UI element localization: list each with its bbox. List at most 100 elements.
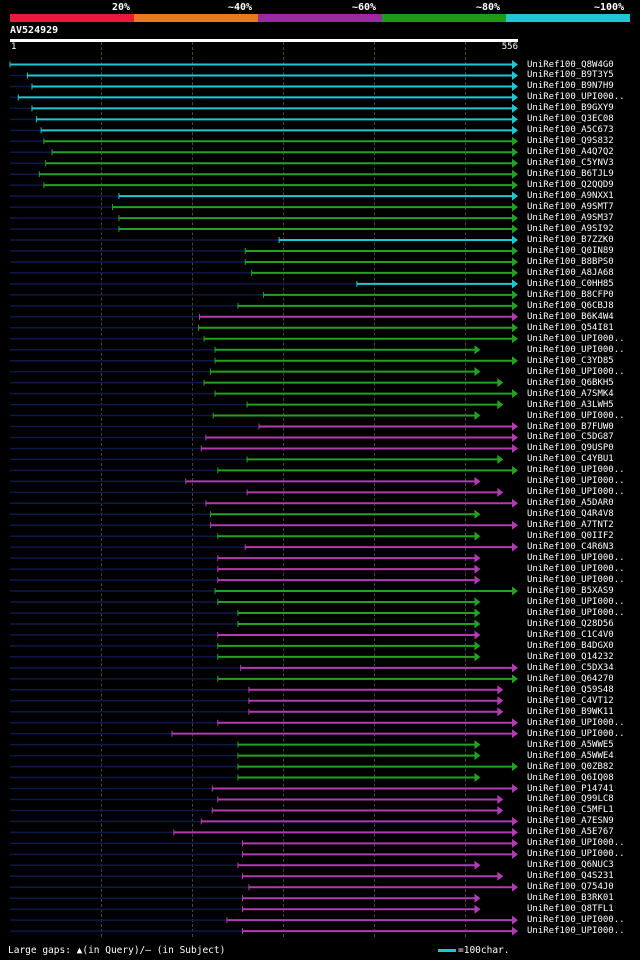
scale-segment: [258, 14, 382, 22]
hit-label[interactable]: UniRef100_A8JA68: [527, 267, 614, 278]
hit-label[interactable]: UniRef100_UPI000..: [527, 92, 625, 103]
hit-label[interactable]: UniRef100_UPI000..: [527, 575, 625, 586]
hit-arrow: [512, 838, 518, 848]
hit-arrow: [512, 224, 518, 234]
hit-label[interactable]: UniRef100_A7TNT2: [527, 520, 614, 531]
hit-label[interactable]: UniRef100_C4R6N3: [527, 542, 614, 553]
hit-label[interactable]: UniRef100_P14741: [527, 783, 614, 794]
hit-arrow: [474, 608, 481, 618]
hit-label[interactable]: UniRef100_Q28D56: [527, 618, 614, 629]
hit-label[interactable]: UniRef100_Q4R4V8: [527, 509, 614, 520]
hit-label[interactable]: UniRef100_A9SM37: [527, 213, 614, 224]
hit-label[interactable]: UniRef100_Q6CBJ8: [527, 300, 614, 311]
hit-label[interactable]: UniRef100_UPI000..: [527, 333, 625, 344]
hit-arrow: [474, 904, 481, 914]
hit-arrow: [512, 279, 518, 289]
hit-arrow: [497, 487, 504, 497]
hit-label[interactable]: UniRef100_UPI000..: [527, 717, 625, 728]
hit-label[interactable]: UniRef100_UPI000..: [527, 465, 625, 476]
hit-label[interactable]: UniRef100_B9GXY9: [527, 103, 614, 114]
hit-label[interactable]: UniRef100_B3RK01: [527, 893, 614, 904]
hit-label[interactable]: UniRef100_A5DAR0: [527, 498, 614, 509]
hit-label[interactable]: UniRef100_A5WWE4: [527, 750, 614, 761]
hit-label[interactable]: UniRef100_A9SI92: [527, 224, 614, 235]
hit-label[interactable]: UniRef100_Q6IQ08: [527, 772, 614, 783]
hit-label[interactable]: UniRef100_UPI000..: [527, 410, 625, 421]
hit-label[interactable]: UniRef100_Q54I81: [527, 322, 614, 333]
hit-label[interactable]: UniRef100_C5YNV3: [527, 158, 614, 169]
hit-label[interactable]: UniRef100_B4DGX0: [527, 640, 614, 651]
hit-label[interactable]: UniRef100_Q754J0: [527, 882, 614, 893]
hit-label[interactable]: UniRef100_B6K4W4: [527, 311, 614, 322]
hit-label[interactable]: UniRef100_Q8W4G0: [527, 59, 614, 70]
hit-label[interactable]: UniRef100_C5MFL1: [527, 805, 614, 816]
hit-arrow: [474, 619, 481, 629]
hit-label[interactable]: UniRef100_UPI000..: [527, 553, 625, 564]
hit-arrow: [474, 630, 481, 640]
hit-arrow: [512, 191, 518, 201]
hit-label[interactable]: UniRef100_Q9USP0: [527, 443, 614, 454]
hit-label[interactable]: UniRef100_A5E767: [527, 827, 614, 838]
hit-label[interactable]: UniRef100_Q99LC8: [527, 794, 614, 805]
hit-label[interactable]: UniRef100_UPI000..: [527, 597, 625, 608]
hit-label[interactable]: UniRef100_Q0IN89: [527, 245, 614, 256]
identity-scale-bar: [10, 14, 630, 22]
hit-label[interactable]: UniRef100_UPI000..: [527, 344, 625, 355]
hit-label[interactable]: UniRef100_B8CFP0: [527, 289, 614, 300]
hit-arrow: [512, 827, 518, 837]
hit-label[interactable]: UniRef100_B9WK11: [527, 706, 614, 717]
hit-label[interactable]: UniRef100_UPI000..: [527, 564, 625, 575]
hit-label[interactable]: UniRef100_UPI000..: [527, 366, 625, 377]
hit-label[interactable]: UniRef100_Q14232: [527, 651, 614, 662]
hit-label[interactable]: UniRef100_A7ESN9: [527, 816, 614, 827]
hit-label[interactable]: UniRef100_A7SMK4: [527, 388, 614, 399]
hit-label[interactable]: UniRef100_Q2QQD9: [527, 180, 614, 191]
hit-label[interactable]: UniRef100_B7FUW0: [527, 421, 614, 432]
hit-label[interactable]: UniRef100_C5DG87: [527, 432, 614, 443]
hit-label[interactable]: UniRef100_A3LWH5: [527, 399, 614, 410]
hit-label[interactable]: UniRef100_Q6BKH5: [527, 377, 614, 388]
hit-label[interactable]: UniRef100_Q8TFL1: [527, 904, 614, 915]
hit-label[interactable]: UniRef100_UPI000..: [527, 476, 625, 487]
hit-label[interactable]: UniRef100_UPI000..: [527, 838, 625, 849]
hit-label[interactable]: UniRef100_Q0IIF2: [527, 531, 614, 542]
hit-label[interactable]: UniRef100_Q64270: [527, 673, 614, 684]
hit-label[interactable]: UniRef100_Q9S832: [527, 136, 614, 147]
hit-label[interactable]: UniRef100_B5XAS9: [527, 586, 614, 597]
hit-label[interactable]: UniRef100_C5DX34: [527, 662, 614, 673]
hit-arrow: [474, 773, 481, 783]
hit-label[interactable]: UniRef100_Q6NUC3: [527, 860, 614, 871]
hit-arrow: [474, 641, 481, 651]
hit-arrow: [512, 816, 518, 826]
hit-label[interactable]: UniRef100_C3YD85: [527, 355, 614, 366]
hit-label[interactable]: UniRef100_B9N7H9: [527, 81, 614, 92]
hit-label[interactable]: UniRef100_B9T3Y5: [527, 70, 614, 81]
hit-label[interactable]: UniRef100_C4VT12: [527, 695, 614, 706]
hit-label[interactable]: UniRef100_B8BPS0: [527, 256, 614, 267]
hit-label[interactable]: UniRef100_A9SMT7: [527, 202, 614, 213]
hit-arrow: [512, 356, 518, 366]
hit-label[interactable]: UniRef100_B6TJL9: [527, 169, 614, 180]
scale-label: ~60%: [352, 2, 377, 13]
hit-label[interactable]: UniRef100_A4Q7Q2: [527, 147, 614, 158]
hit-label[interactable]: UniRef100_C0HH85: [527, 278, 614, 289]
hit-label[interactable]: UniRef100_A5C673: [527, 125, 614, 136]
hit-arrow: [512, 389, 518, 399]
hit-arrow: [474, 553, 481, 563]
hit-label[interactable]: UniRef100_B7ZZK0: [527, 235, 614, 246]
hit-label[interactable]: UniRef100_A9NXX1: [527, 191, 614, 202]
hit-label[interactable]: UniRef100_Q3EC08: [527, 114, 614, 125]
hit-label[interactable]: UniRef100_UPI000..: [527, 926, 625, 937]
hit-label[interactable]: UniRef100_UPI000..: [527, 608, 625, 618]
hit-label[interactable]: UniRef100_UPI000..: [527, 849, 625, 860]
hit-label[interactable]: UniRef100_Q4S231: [527, 871, 614, 882]
hit-label[interactable]: UniRef100_Q0ZB82: [527, 761, 614, 772]
hit-label[interactable]: UniRef100_UPI000..: [527, 915, 625, 926]
hit-label[interactable]: UniRef100_Q59S48: [527, 684, 614, 695]
hit-arrow: [497, 871, 504, 881]
hit-label[interactable]: UniRef100_UPI000..: [527, 728, 625, 739]
hit-label[interactable]: UniRef100_A5WWE5: [527, 739, 614, 750]
hit-label[interactable]: UniRef100_C1C4V0: [527, 629, 614, 640]
hit-label[interactable]: UniRef100_UPI000..: [527, 487, 625, 498]
hit-label[interactable]: UniRef100_C4YBU1: [527, 454, 614, 465]
